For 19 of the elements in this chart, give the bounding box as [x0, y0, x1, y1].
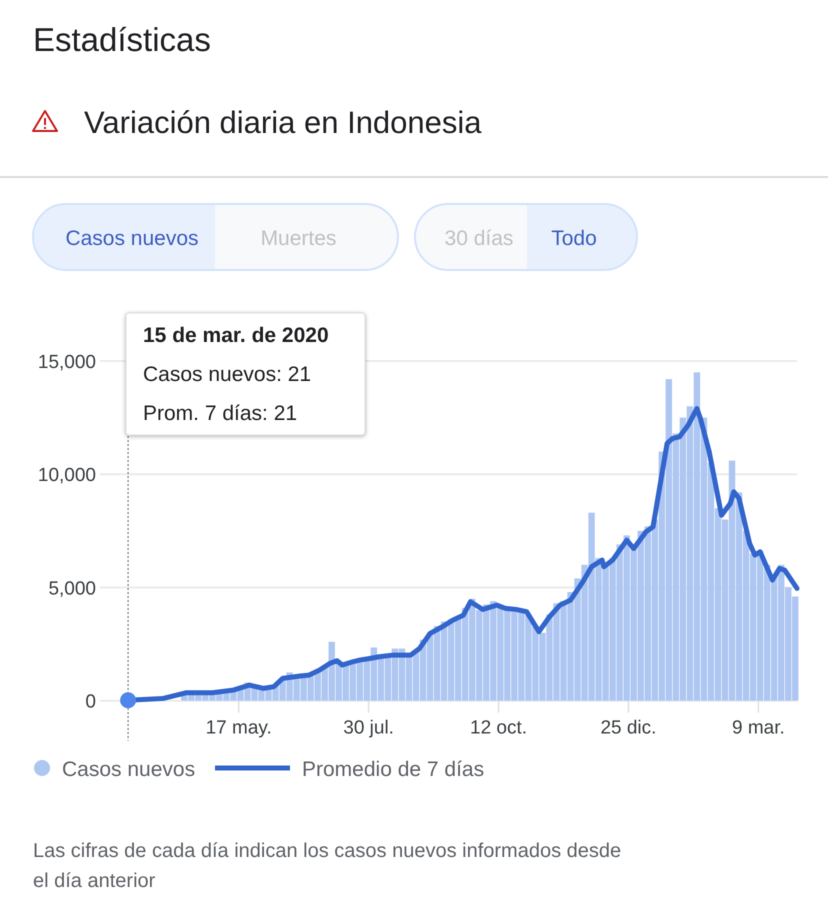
annotation: 15 de mar. de 2020 Casos nuevos: 21 Prom. 7 días: 21: [143, 324, 329, 425]
x-tick-label: 12 oct.: [470, 718, 528, 739]
y-tick-label: 0: [85, 692, 96, 713]
text: Todo: [551, 227, 597, 250]
x-tick-label: 9 mar.: [732, 718, 785, 739]
text: Las cifras de cada día indican los casos nuevos informados desde el día anterior: [33, 840, 622, 892]
x-tick-label: 25 dic.: [600, 718, 656, 739]
y-tick-label: 5,000: [48, 578, 96, 600]
legend-label: Promedio de 7 días: [302, 758, 484, 781]
x-tick-label: 17 may.: [206, 718, 272, 739]
legend-label: Casos nuevos: [62, 758, 196, 781]
y-tick-label: 10,000: [38, 465, 96, 486]
y-tick-label: 15,000: [38, 352, 96, 373]
text: Muertes: [260, 227, 336, 250]
text: 30 días: [444, 227, 514, 250]
chart-subtitle: Variación diaria en Indonesia: [84, 105, 482, 140]
chart-title: Estadísticas: [33, 21, 211, 58]
x-tick-label: 30 jul.: [343, 718, 394, 739]
text: Casos nuevos: [65, 227, 199, 250]
